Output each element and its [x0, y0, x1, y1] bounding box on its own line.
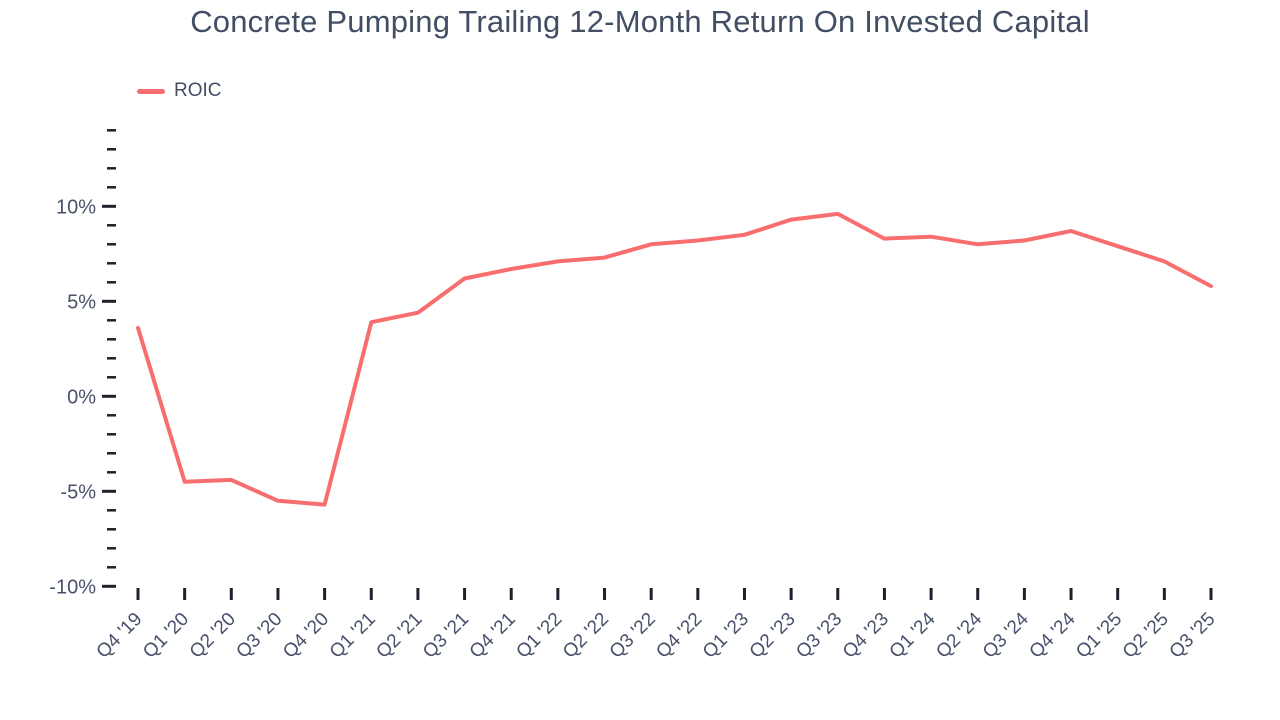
legend: ROIC	[137, 80, 222, 102]
chart-title: Concrete Pumping Trailing 12-Month Retur…	[190, 4, 1090, 39]
x-axis-tick-label: Q1 '20	[139, 609, 193, 663]
x-axis-tick-label: Q1 '25	[1072, 609, 1126, 663]
x-axis-tick-label: Q4 '20	[279, 609, 333, 663]
y-axis-tick-label: -5%	[60, 481, 96, 503]
x-axis-tick-label: Q4 '22	[652, 609, 706, 663]
x-axis-tick-label: Q4 '19	[93, 609, 147, 663]
x-axis-tick-label: Q2 '24	[932, 608, 986, 662]
y-axis-tick-label: 10%	[56, 196, 96, 218]
x-axis-tick-label: Q2 '22	[559, 609, 613, 663]
x-axis-tick-label: Q1 '23	[699, 609, 753, 663]
x-axis-tick-label: Q1 '22	[512, 609, 566, 663]
y-axis-tick-label: 5%	[67, 291, 96, 313]
x-axis-tick-label: Q2 '21	[372, 609, 426, 663]
roic-legend-label: ROIC	[174, 80, 222, 101]
x-axis-tick-label: Q3 '20	[232, 609, 286, 663]
y-axis-tick-label: -10%	[49, 576, 96, 598]
x-axis-tick-label: Q3 '22	[606, 609, 660, 663]
x-axis-tick-label: Q2 '23	[746, 609, 800, 663]
x-axis-tick-label: Q1 '21	[326, 609, 380, 663]
x-axis-tick-label: Q2 '25	[1119, 609, 1173, 663]
roic-legend-swatch	[137, 88, 165, 94]
x-axis-tick-label: Q3 '23	[792, 609, 846, 663]
x-axis-tick-label: Q2 '20	[186, 609, 240, 663]
x-axis-tick-label: Q3 '24	[979, 608, 1033, 662]
roic-line	[136, 211, 1213, 507]
x-axis-tick-label: Q4 '24	[1026, 608, 1080, 662]
x-axis-tick-label: Q3 '21	[419, 609, 473, 663]
x-axis-tick-label: Q3 '25	[1166, 609, 1220, 663]
x-axis-tick-label: Q4 '23	[839, 609, 893, 663]
x-axis-tick-label: Q1 '24	[886, 608, 940, 662]
x-axis-tick-label: Q4 '21	[466, 609, 520, 663]
y-axis-tick-label: 0%	[67, 386, 96, 408]
